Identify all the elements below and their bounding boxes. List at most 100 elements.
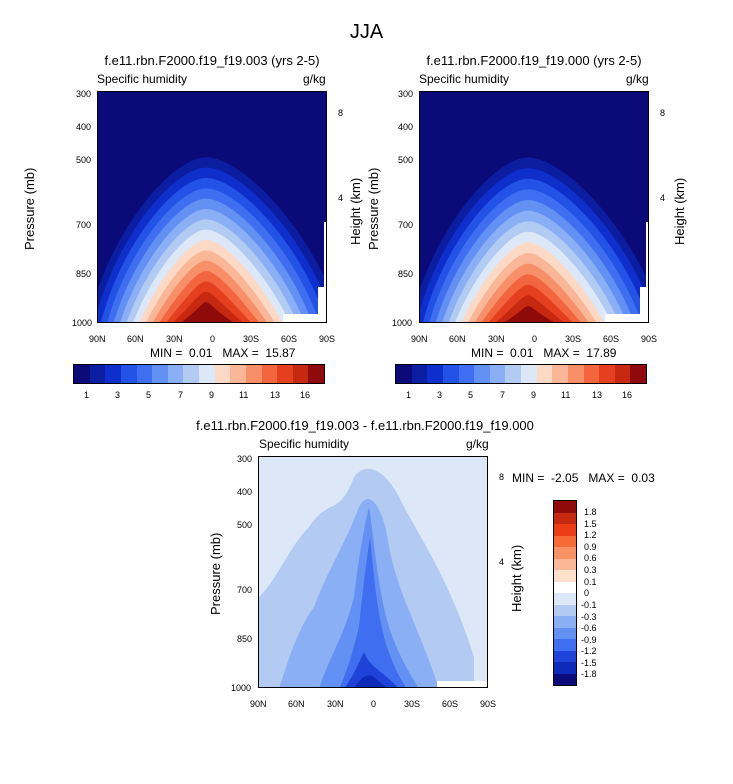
panel-3-ylabel-right: Height (km) <box>509 544 524 612</box>
colorbar-swatch <box>427 365 443 383</box>
colorbar-swatch <box>554 627 576 639</box>
colorbar-swatch <box>458 365 475 383</box>
panel-1-colorbar <box>73 364 325 384</box>
panel-2-cb-label: 13 <box>592 390 603 400</box>
panel-2-cb-label: 3 <box>437 390 443 400</box>
panel-1-xtick: 90N <box>89 334 106 344</box>
colorbar-swatch <box>105 365 121 383</box>
humidity-band <box>181 302 234 322</box>
diff-band <box>355 675 387 687</box>
panel-3-cb-label: 0 <box>584 588 590 598</box>
panel-2-xtick: 90S <box>641 334 658 344</box>
panel-3-contours <box>259 457 487 687</box>
panel-1-ptick-400: 400 <box>76 122 92 132</box>
missing-data-mask <box>283 314 326 322</box>
colorbar-swatch <box>199 365 215 383</box>
colorbar-swatch <box>277 365 293 383</box>
colorbar-swatch <box>536 365 553 383</box>
panel-2-xtick: 0 <box>532 334 538 344</box>
panel-2-ptick-400: 400 <box>398 122 414 132</box>
colorbar-swatch <box>261 365 278 383</box>
panel-1-xtick: 0 <box>210 334 216 344</box>
panel-3-ptick-700: 700 <box>237 585 253 595</box>
panel-3-xtick: 60N <box>288 699 305 709</box>
panel-3-plot <box>258 456 488 688</box>
panel-2-xtick: 30N <box>488 334 505 344</box>
panel-3-xtick: 60S <box>442 699 459 709</box>
diff-band <box>345 652 398 687</box>
colorbar-swatch <box>292 365 309 383</box>
colorbar-swatch <box>554 616 576 628</box>
panel-2-ptick-700: 700 <box>398 220 414 230</box>
panel-2-cb-label: 1 <box>406 390 412 400</box>
panel-2-ptick-1000: 1000 <box>392 318 413 328</box>
panel-3-cb-label: 1.2 <box>584 530 597 540</box>
panel-1-xtick: 90S <box>319 334 336 344</box>
colorbar-swatch <box>74 365 90 383</box>
colorbar-swatch <box>474 365 490 383</box>
panel-1-title: f.e11.rbn.F2000.f19_f19.003 (yrs 2-5) <box>104 53 320 68</box>
figure-title: JJA <box>349 21 384 43</box>
panel-3-cb-label: -0.6 <box>581 623 597 633</box>
panel-3-ptick-850: 850 <box>237 634 253 644</box>
panel-2-xtick: 90N <box>411 334 428 344</box>
panel-3-cb-label: -0.1 <box>581 600 597 610</box>
panel-3-cb-label: 0.1 <box>584 577 597 587</box>
panel-3-xtick: 30N <box>327 699 344 709</box>
panel-1-cb-label: 13 <box>270 390 281 400</box>
panel-1-ptick-1000: 1000 <box>72 318 93 328</box>
colorbar-swatch <box>230 365 246 383</box>
panel-2-ylabel-right: Height (km) <box>672 177 687 245</box>
panel-1-cb-label: 7 <box>178 390 184 400</box>
missing-data-mask <box>437 681 487 687</box>
colorbar-swatch <box>554 558 576 570</box>
colorbar-swatch <box>167 365 184 383</box>
panel-1-ptick-300: 300 <box>76 89 92 99</box>
panel-1-xtick: 60N <box>127 334 144 344</box>
colorbar-swatch <box>554 604 576 616</box>
colorbar-swatch <box>554 593 576 605</box>
colorbar-swatch <box>214 365 231 383</box>
panel-3-ptick-1000: 1000 <box>231 683 252 693</box>
panel-2-htick-4: 4 <box>660 193 666 203</box>
panel-3-ptick-500: 500 <box>237 520 253 530</box>
panel-2-cb-label: 9 <box>531 390 537 400</box>
panel-3-variable: Specific humidity <box>259 437 350 451</box>
colorbar-swatch <box>442 365 459 383</box>
panel-2-ptick-850: 850 <box>398 269 414 279</box>
panel-1-ptick-500: 500 <box>76 155 92 165</box>
missing-data-mask <box>324 222 326 322</box>
panel-3-htick-4: 4 <box>499 557 505 567</box>
panel-1-cb-label: 11 <box>239 390 249 400</box>
panel-3-cb-label: -0.9 <box>581 635 597 645</box>
panel-2-units: g/kg <box>626 72 649 86</box>
panel-2-htick-8: 8 <box>660 108 666 118</box>
colorbar-swatch <box>505 365 521 383</box>
panel-1-htick-4: 4 <box>338 193 344 203</box>
panel-1-xtick: 60S <box>281 334 298 344</box>
colorbar-swatch <box>554 639 576 651</box>
colorbar-swatch <box>136 365 153 383</box>
missing-data-mask <box>646 222 648 322</box>
panel-2-ptick-300: 300 <box>398 89 414 99</box>
panel-3-ptick-300: 300 <box>237 454 253 464</box>
missing-data-mask <box>318 287 326 322</box>
panel-2-cb-label: 16 <box>622 390 633 400</box>
panel-3-colorbar <box>553 500 577 686</box>
missing-data-mask <box>605 314 648 322</box>
colorbar-swatch <box>554 512 576 524</box>
colorbar-swatch <box>554 547 576 559</box>
panel-1-cb-label: 9 <box>209 390 215 400</box>
panel-3-minmax: MIN = -2.05 MAX = 0.03 <box>512 471 655 485</box>
colorbar-swatch <box>583 365 600 383</box>
panel-2-xtick: 60S <box>603 334 620 344</box>
colorbar-swatch <box>554 535 576 547</box>
panel-3-units: g/kg <box>466 437 489 451</box>
colorbar-swatch <box>554 501 576 513</box>
panel-1-htick-8: 8 <box>338 108 344 118</box>
colorbar-swatch <box>120 365 137 383</box>
panel-3-cb-label: 0.6 <box>584 553 597 563</box>
panel-3-cb-label: -1.5 <box>581 658 597 668</box>
panel-2-contours <box>420 92 648 322</box>
panel-1-cb-label: 3 <box>115 390 121 400</box>
